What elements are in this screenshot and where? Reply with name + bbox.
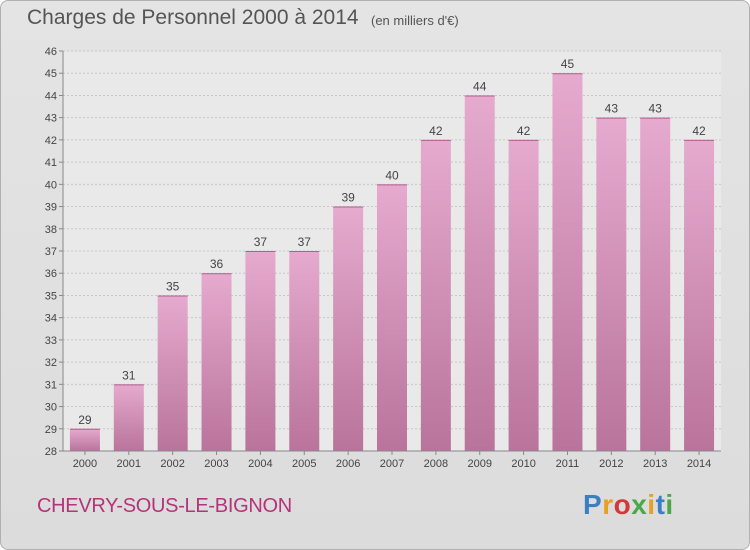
x-tick-label-2014: 2014 — [687, 458, 711, 470]
logo-letter: P — [583, 489, 603, 520]
y-tick-label: 33 — [45, 335, 57, 347]
x-tick-label-2008: 2008 — [424, 458, 448, 470]
y-tick-label: 41 — [45, 157, 57, 169]
y-tick-label: 37 — [45, 246, 57, 258]
data-label-2003: 36 — [210, 257, 224, 271]
x-tick-label-2012: 2012 — [599, 458, 623, 470]
data-label-2001: 31 — [122, 368, 136, 382]
data-label-2014: 42 — [692, 124, 706, 138]
x-tick-label-2000: 2000 — [73, 458, 97, 470]
y-tick-label: 45 — [45, 68, 57, 80]
x-tick-label-2005: 2005 — [292, 458, 316, 470]
y-tick-label: 40 — [45, 179, 57, 191]
data-label-2007: 40 — [385, 168, 399, 182]
bar-2009 — [464, 95, 495, 451]
y-tick-label: 38 — [45, 224, 57, 236]
bar-2006 — [333, 206, 364, 451]
bar-2008 — [420, 139, 451, 451]
bar-2001 — [113, 384, 144, 451]
bar-2011 — [552, 73, 583, 451]
y-tick-label: 32 — [45, 357, 57, 369]
x-tick-label-2011: 2011 — [556, 458, 580, 470]
y-tick-label: 30 — [45, 402, 57, 414]
y-tick-label: 46 — [45, 46, 57, 58]
chart-subtitle: (en milliers d'€) — [371, 13, 459, 28]
logo-letter: t — [655, 489, 666, 520]
y-tick-label: 42 — [45, 135, 57, 147]
data-label-2012: 43 — [605, 102, 619, 116]
x-tick-label-2003: 2003 — [204, 458, 228, 470]
y-tick-label: 31 — [45, 379, 57, 391]
x-tick-label-2007: 2007 — [380, 458, 404, 470]
bar-2003 — [201, 273, 232, 451]
y-tick-label: 39 — [45, 202, 57, 214]
x-tick-label-2013: 2013 — [643, 458, 667, 470]
commune-name: CHEVRY-SOUS-LE-BIGNON — [37, 495, 292, 517]
proxiti-logo[interactable]: Proxiti — [583, 489, 674, 521]
logo-letter: x — [631, 489, 648, 520]
logo-letter: r — [602, 489, 614, 520]
data-label-2002: 35 — [166, 279, 180, 293]
bar-2012 — [596, 117, 627, 452]
x-tick-label-2006: 2006 — [336, 458, 360, 470]
data-label-2010: 42 — [517, 124, 531, 138]
y-tick-label: 36 — [45, 268, 57, 280]
data-label-2006: 39 — [341, 191, 355, 205]
data-label-2008: 42 — [429, 124, 443, 138]
bar-2005 — [289, 251, 320, 451]
logo-letter: o — [613, 489, 632, 520]
logo-letter: i — [647, 489, 656, 520]
data-label-2000: 29 — [78, 413, 92, 427]
y-tick-label: 43 — [45, 113, 57, 125]
y-tick-label: 34 — [45, 313, 57, 325]
x-tick-label-2004: 2004 — [248, 458, 272, 470]
bar-2010 — [508, 139, 539, 451]
bar-2013 — [640, 117, 671, 452]
bar-2000 — [69, 428, 100, 451]
bar-2014 — [684, 139, 715, 451]
chart-title: Charges de Personnel 2000 à 2014 — [27, 6, 359, 29]
x-tick-label-2001: 2001 — [117, 458, 141, 470]
bar-2002 — [157, 295, 188, 451]
data-label-2011: 45 — [561, 57, 575, 71]
x-tick-label-2010: 2010 — [511, 458, 535, 470]
bar-2004 — [245, 251, 276, 451]
bar-2007 — [377, 184, 407, 452]
logo-letter: i — [665, 489, 674, 520]
x-tick-label-2009: 2009 — [467, 458, 491, 470]
data-label-2004: 37 — [254, 235, 268, 249]
data-label-2013: 43 — [649, 102, 663, 116]
y-tick-label: 44 — [45, 90, 57, 102]
data-label-2009: 44 — [473, 79, 487, 93]
data-label-2005: 37 — [298, 235, 312, 249]
y-tick-label: 28 — [45, 446, 57, 458]
x-tick-label-2002: 2002 — [160, 458, 184, 470]
y-tick-label: 35 — [45, 290, 57, 302]
y-tick-label: 29 — [45, 424, 57, 436]
